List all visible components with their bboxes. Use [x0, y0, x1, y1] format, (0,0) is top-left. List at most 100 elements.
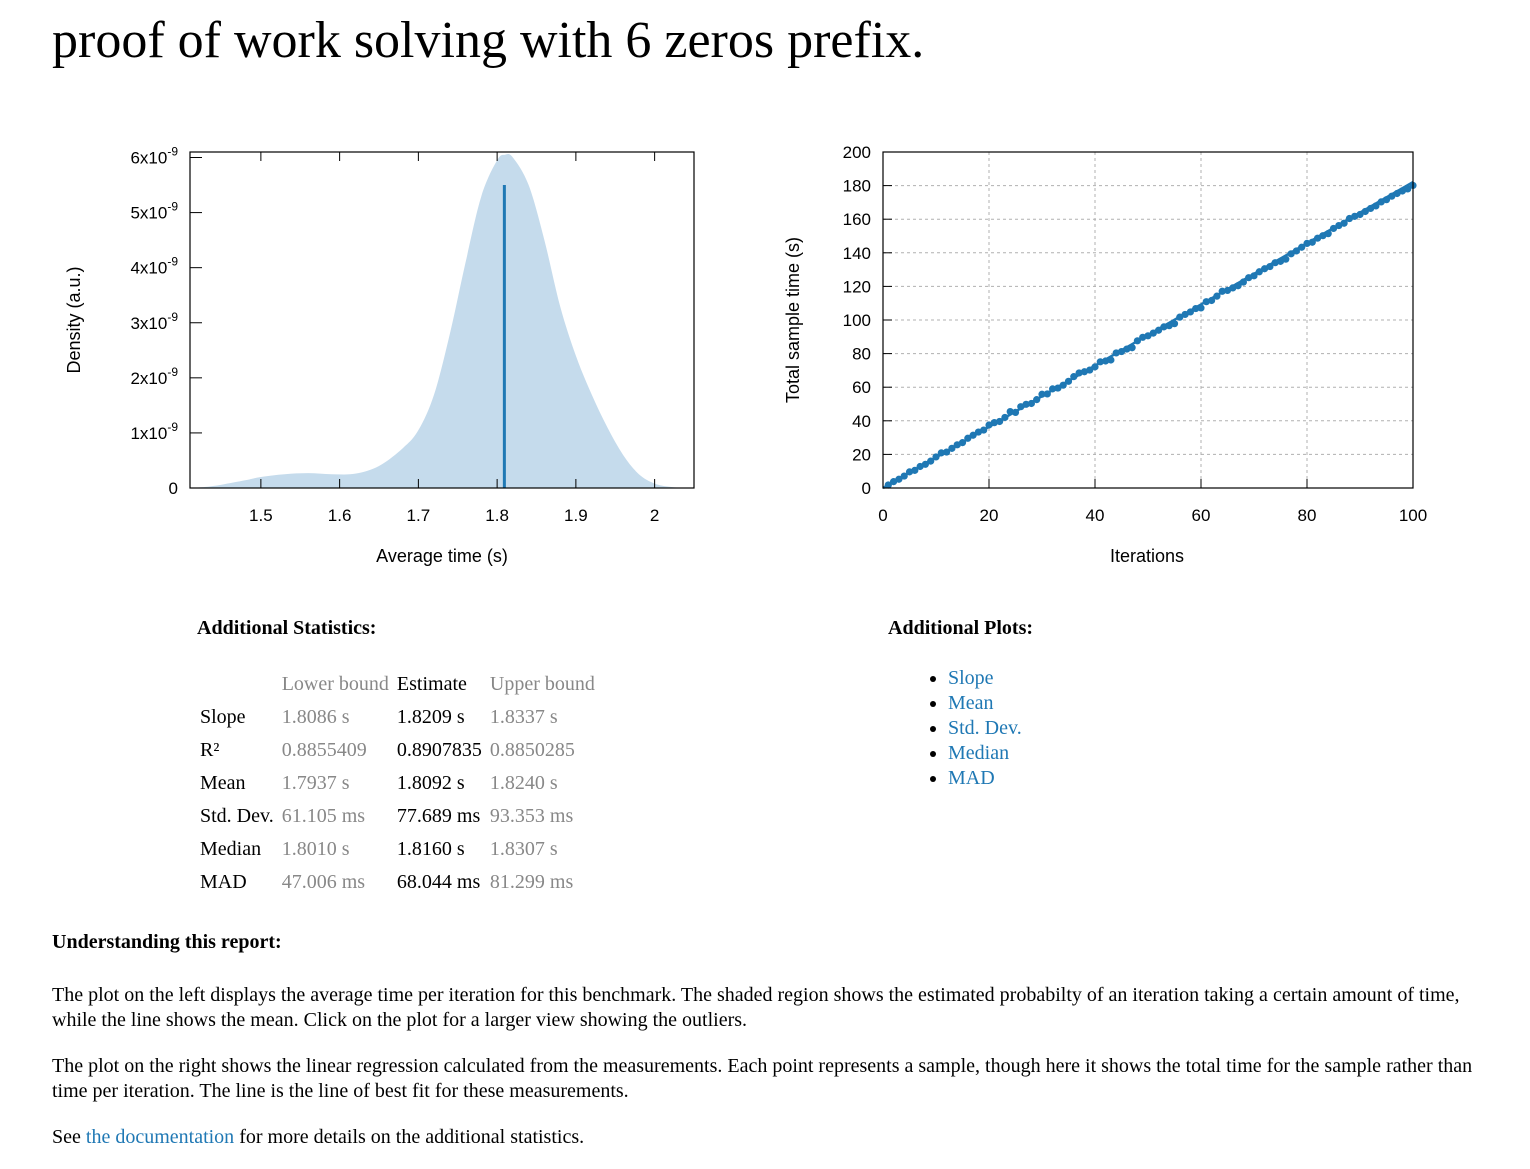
x-tick-label: 100 [1399, 506, 1427, 525]
stat-upper-bound: 93.353 ms [489, 805, 574, 827]
sample-point [1308, 238, 1316, 246]
sample-point [1372, 202, 1380, 210]
x-tick-label: 1.8 [485, 506, 509, 525]
sample-point [1382, 196, 1391, 204]
sample-point [1282, 255, 1290, 263]
y-tick-label: 5x10-9 [130, 200, 178, 223]
sample-point [921, 460, 929, 468]
x-tick-label: 0 [878, 506, 887, 525]
pdf-plot-frame [189, 151, 695, 489]
y-tick-label: 1x10-9 [130, 420, 178, 443]
sample-point [937, 449, 945, 457]
sample-point [1218, 287, 1226, 295]
documentation-link[interactable]: the documentation [85, 1126, 235, 1148]
understanding-heading: Understanding this report: [52, 931, 282, 953]
statistics-header-row: Lower bound Estimate Upper bound [196, 668, 599, 701]
sample-point [1064, 377, 1073, 385]
y-tick-label: 120 [843, 277, 871, 296]
regression-plot[interactable]: 0 20 40 60 80 100 0 20 40 60 80 100 120 140 160 180 200… [770, 130, 1470, 570]
pdf-plot[interactable]: 1.5 1.6 1.7 1.8 1.9 2 0 1x10-9 2x10-9 3x10-9 4x10… [50, 130, 750, 570]
additional-plot-link[interactable]: Std. Dev. [948, 717, 1022, 739]
stat-estimate: 68.044 ms [396, 871, 481, 893]
sample-point [1208, 296, 1216, 305]
sample-point [1234, 282, 1242, 290]
header-estimate: Estimate [396, 673, 467, 695]
sample-point [1149, 329, 1157, 337]
stat-upper-bound: 0.8850285 [489, 739, 575, 761]
sample-point [1340, 219, 1348, 227]
sample-point [927, 457, 935, 465]
regression-xlabel: Iterations [1110, 546, 1184, 566]
statistics-row: Median 1.8010 s 1.8160 s 1.8307 s [196, 833, 599, 866]
sample-point [1128, 344, 1136, 352]
regression-ylabel: Total sample time (s) [783, 237, 803, 403]
x-tick-label: 2 [650, 506, 659, 525]
stat-name: MAD [200, 871, 247, 893]
sample-point [1038, 390, 1046, 398]
header-lower-bound: Lower bound [281, 673, 389, 695]
additional-plot-link[interactable]: Slope [948, 667, 994, 689]
stat-estimate: 1.8092 s [396, 772, 465, 794]
sample-point [943, 448, 951, 456]
stat-name: Std. Dev. [200, 805, 274, 827]
sample-point [895, 475, 903, 483]
pdf-xlabel: Average time (s) [376, 546, 508, 566]
details-text: for more details on the additional stati… [234, 1126, 585, 1148]
additional-plot-link[interactable]: MAD [948, 767, 995, 789]
additional-plot-item: MAD [948, 766, 1022, 791]
stat-name: Median [200, 838, 262, 860]
sample-point [1033, 396, 1041, 404]
sample-point [884, 481, 892, 489]
x-tick-label: 80 [1298, 506, 1317, 525]
stat-lower-bound: 1.7937 s [281, 772, 350, 794]
y-tick-label: 2x10-9 [130, 365, 178, 388]
additional-plot-link[interactable]: Mean [948, 692, 994, 714]
statistics-row: Mean 1.7937 s 1.8092 s 1.8240 s [196, 767, 599, 800]
density-area [190, 154, 687, 488]
x-tick-label: 20 [980, 506, 999, 525]
y-tick-label: 200 [843, 143, 871, 162]
understanding-paragraph-1: The plot on the left displays the averag… [52, 984, 1460, 1031]
sample-point [1298, 243, 1306, 251]
sample-point [1192, 304, 1200, 313]
additional-plot-link[interactable]: Median [948, 742, 1010, 764]
statistics-row: Slope 1.8086 s 1.8209 s 1.8337 s [196, 701, 599, 734]
sample-point [1356, 210, 1364, 219]
sample-point [1197, 304, 1205, 312]
y-tick-label: 80 [852, 345, 871, 364]
y-tick-label: 100 [843, 311, 871, 330]
sample-point [1361, 207, 1369, 216]
sample-point [1292, 247, 1300, 255]
sample-point [1176, 313, 1184, 321]
additional-plot-item: Slope [948, 666, 1022, 691]
x-tick-label: 40 [1086, 506, 1105, 525]
statistics-row: MAD 47.006 ms 68.044 ms 81.299 ms [196, 866, 599, 899]
stat-estimate: 1.8209 s [396, 706, 465, 728]
statistics-row: R² 0.8855409 0.8907835 0.8850285 [196, 734, 599, 767]
stat-name: Mean [200, 772, 246, 794]
page-title: proof of work solving with 6 zeros prefi… [52, 12, 925, 69]
header-blank [196, 668, 278, 701]
stat-name: Slope [200, 706, 246, 728]
sample-point [1133, 337, 1141, 345]
y-tick-label: 4x10-9 [130, 255, 178, 278]
header-upper-bound: Upper bound [489, 673, 595, 695]
sample-point [969, 431, 977, 439]
sample-point [1287, 250, 1295, 258]
sample-point [1011, 408, 1020, 416]
y-tick-label: 180 [843, 177, 871, 196]
x-tick-label: 1.6 [328, 506, 352, 525]
understanding-paragraph-3: See the documentation for more details o… [52, 1125, 1492, 1150]
x-tick-label: 1.7 [407, 506, 431, 525]
y-tick-label: 6x10-9 [130, 145, 178, 168]
additional-statistics-heading: Additional Statistics: [197, 617, 377, 639]
additional-plot-item: Median [948, 741, 1022, 766]
y-tick-label: 0 [169, 479, 178, 498]
sample-point [1324, 230, 1332, 238]
y-tick-label: 140 [843, 244, 871, 263]
sample-point [1022, 400, 1030, 408]
sample-point [1027, 399, 1035, 408]
stat-lower-bound: 47.006 ms [281, 871, 366, 893]
stat-upper-bound: 1.8307 s [489, 838, 558, 860]
additional-plots-list: Slope Mean Std. Dev. Median MAD [906, 666, 1022, 791]
